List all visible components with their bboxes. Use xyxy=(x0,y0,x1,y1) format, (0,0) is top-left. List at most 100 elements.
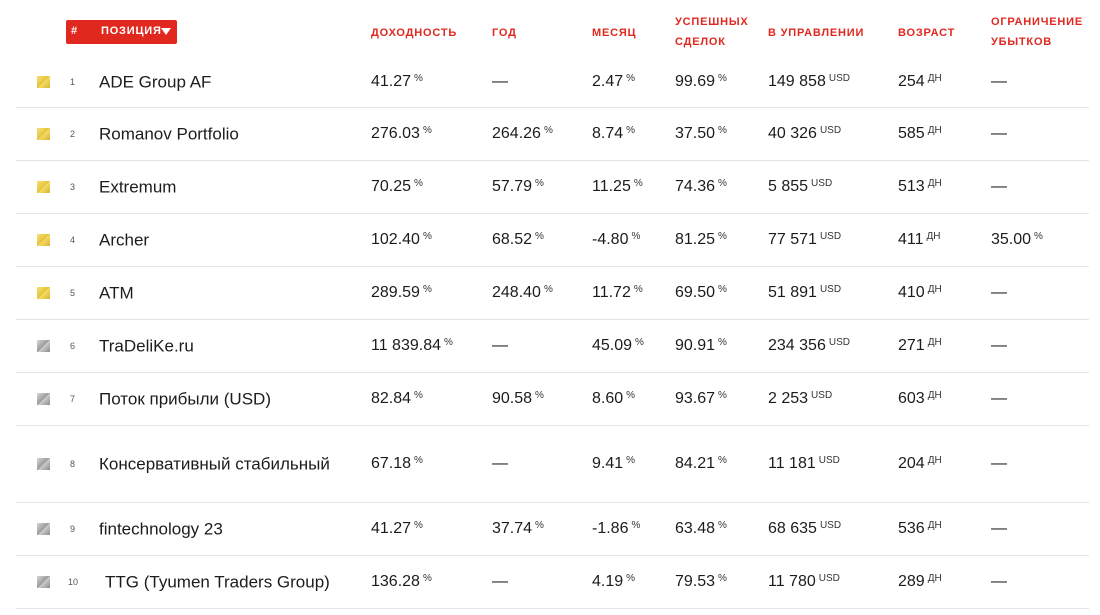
loss-cell: — xyxy=(991,573,1007,591)
rank-number: 2 xyxy=(70,129,76,139)
managed-header[interactable]: В УПРАВЛЕНИИ xyxy=(768,27,865,39)
pct-unit: % xyxy=(543,284,553,295)
flag-icon xyxy=(37,75,50,88)
year-value: 68.52 xyxy=(492,231,533,248)
age-header[interactable]: ВОЗРАСТ xyxy=(898,27,956,39)
table-row[interactable]: 6 TraDeliKe.ru 11 839.84% —45.09% 90.91% 234 … xyxy=(16,320,1089,373)
loss-cell: — xyxy=(991,178,1007,196)
flag-icon xyxy=(37,128,50,140)
success-value: 99.69 xyxy=(675,72,716,90)
year-value: 37.74 xyxy=(492,520,533,537)
portfolio-name[interactable]: ADE Group AF xyxy=(99,72,212,91)
usd-unit: USD xyxy=(818,455,840,466)
table-row[interactable]: 9 fintechnology 23 41.27% 37.74% -1.86% 63.48… xyxy=(16,503,1089,556)
flag-icon xyxy=(37,393,50,405)
managed-value: 234 356 xyxy=(768,337,826,354)
usd-unit: USD xyxy=(819,125,842,136)
loss-value: — xyxy=(991,178,1007,195)
portfolio-name[interactable]: Romanov Portfolio xyxy=(99,124,239,144)
pct-unit: % xyxy=(626,455,636,466)
portfolio-name[interactable]: Extremum xyxy=(99,177,177,197)
rank-number: 1 xyxy=(70,76,76,87)
portfolio-name[interactable]: Archer xyxy=(99,230,150,250)
month-value: -1.86 xyxy=(592,520,629,537)
table-row[interactable]: 5 ATM 289.59% 248.40% 11.72% 69.50% 51 891 USD 4… xyxy=(16,267,1089,320)
age-value: 536 xyxy=(898,520,925,537)
success-header-line1: УСПЕШНЫХ xyxy=(675,16,749,28)
loss-value: — xyxy=(991,72,1007,90)
days-unit: ДН xyxy=(927,72,942,84)
caret-down-icon xyxy=(161,28,171,35)
table-row[interactable]: 10 TTG (Tyumen Traders Group) 136.28% — 4.19… xyxy=(16,556,1089,609)
usd-unit: USD xyxy=(818,573,840,584)
portfolio-name[interactable]: TraDeliKe.ru xyxy=(99,336,194,356)
pct-unit: % xyxy=(414,520,423,531)
table-row[interactable]: 8 Консервативный стабильный 67.18% —9.41% 84… xyxy=(16,426,1089,503)
rank-number: 9 xyxy=(70,524,76,534)
returns-value: 67.18 xyxy=(371,455,412,472)
returns-value: 11 839.84 xyxy=(371,337,441,354)
age-cell: 271 ДН xyxy=(898,337,942,355)
pct-unit: % xyxy=(626,573,636,584)
success-value: 37.50 xyxy=(675,125,716,142)
age-value: 603 xyxy=(898,390,925,407)
portfolio-name[interactable]: Поток прибыли (USD) xyxy=(99,389,271,409)
pct-unit: % xyxy=(422,284,432,295)
managed-value: 5 855 xyxy=(768,178,809,195)
success-cell: 69.50% xyxy=(675,284,727,302)
pct-unit: % xyxy=(444,337,453,348)
pct-unit: % xyxy=(631,231,641,242)
age-value: 204 xyxy=(898,455,925,472)
age-value: 289 xyxy=(898,573,925,590)
days-unit: ДН xyxy=(927,390,942,401)
loss-header-line1: ОГРАНИЧЕНИЕ xyxy=(991,16,1084,28)
portfolio-name[interactable]: fintechnology 23 xyxy=(99,519,223,539)
loss-limit-header[interactable]: ОГРАНИЧЕНИЕ УБЫТКОВ xyxy=(991,12,1083,52)
table-header: # ПОЗИЦИЯ ДОХОДНОСТЬ ГОД МЕСЯЦ УСПЕШНЫХ … xyxy=(0,0,1100,56)
success-header-line2: СДЕЛОК xyxy=(675,36,726,48)
managed-value: 40 326 xyxy=(768,125,817,142)
age-cell: 513 ДН xyxy=(898,178,942,196)
pct-unit: % xyxy=(718,390,727,401)
month-header[interactable]: МЕСЯЦ xyxy=(592,27,637,39)
portfolio-name[interactable]: TTG (Tyumen Traders Group) xyxy=(105,572,330,592)
managed-cell: 2 253 USD xyxy=(768,390,832,408)
returns-value: 70.25 xyxy=(371,178,412,195)
success-cell: 63.48% xyxy=(675,520,727,538)
table-row[interactable]: 3 Extremum 70.25% 57.79% 11.25% 74.36% 5 855 US… xyxy=(16,161,1089,214)
table-row[interactable]: 4 Archer 102.40% 68.52% -4.80% 81.25% 77 571 US… xyxy=(16,214,1089,267)
rank-number: 4 xyxy=(70,235,76,245)
usd-unit: USD xyxy=(819,231,842,242)
year-value: 248.40 xyxy=(492,284,541,301)
pct-unit: % xyxy=(1034,231,1043,242)
pct-unit: % xyxy=(535,178,544,189)
flag-icon xyxy=(37,523,50,535)
returns-cell: 82.84% xyxy=(371,390,423,408)
success-trades-header[interactable]: УСПЕШНЫХ СДЕЛОК xyxy=(675,12,749,52)
age-cell: 204 ДН xyxy=(898,455,942,473)
table-row[interactable]: 2 Romanov Portfolio 276.03% 264.26% 8.74% 37.… xyxy=(16,108,1089,161)
success-value: 93.67 xyxy=(675,390,716,407)
pct-unit: % xyxy=(422,125,432,136)
days-unit: ДН xyxy=(926,231,941,242)
portfolio-name[interactable]: Консервативный стабильный xyxy=(99,454,330,474)
returns-header[interactable]: ДОХОДНОСТЬ xyxy=(371,27,458,39)
table-row[interactable]: 7 Поток прибыли (USD) 82.84% 90.58% 8.60% 93.… xyxy=(16,373,1089,426)
managed-value: 2 253 xyxy=(768,390,809,407)
managed-cell: 51 891 USD xyxy=(768,284,841,302)
pct-unit: % xyxy=(414,390,423,401)
flag-icon xyxy=(37,287,50,299)
rank-number: 8 xyxy=(70,459,76,469)
returns-value: 102.40 xyxy=(371,231,420,248)
rank-header: # xyxy=(71,25,78,37)
pct-unit: % xyxy=(718,520,727,531)
year-cell: 37.74% xyxy=(492,520,544,538)
sort-by-position-button[interactable]: # ПОЗИЦИЯ xyxy=(66,20,177,44)
year-cell: — xyxy=(492,337,508,355)
portfolio-name[interactable]: ATM xyxy=(99,283,134,303)
year-header[interactable]: ГОД xyxy=(492,27,517,39)
loss-cell: — xyxy=(991,390,1007,408)
month-cell: 11.72% xyxy=(592,284,643,302)
month-cell: 8.60% xyxy=(592,390,635,408)
table-row[interactable]: 1 ADE Group AF 41.27% —2.47% 99.69% 149 858 US… xyxy=(16,56,1089,108)
